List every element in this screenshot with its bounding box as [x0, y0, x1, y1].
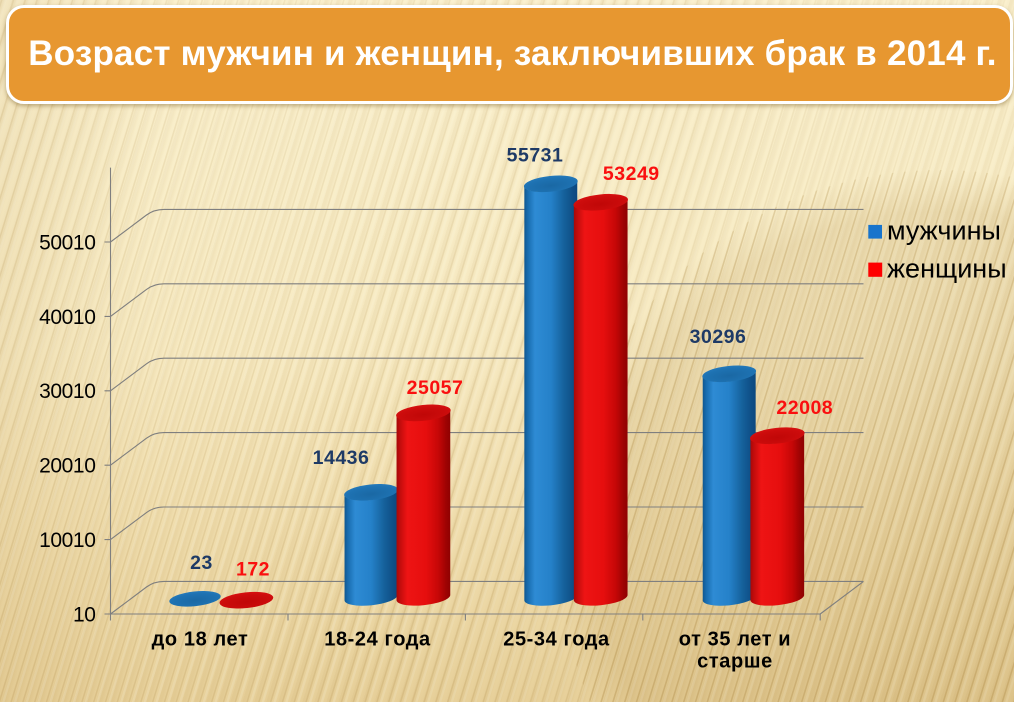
- svg-text:женщины: женщины: [887, 253, 1007, 283]
- svg-text:от 35 лет и: от 35 лет и: [679, 629, 791, 651]
- svg-text:10: 10: [73, 603, 96, 626]
- svg-text:старше: старше: [697, 651, 773, 673]
- svg-text:23: 23: [190, 552, 213, 574]
- svg-text:10010: 10010: [39, 529, 95, 552]
- svg-text:25-34 года: 25-34 года: [503, 629, 610, 651]
- svg-text:53249: 53249: [603, 163, 660, 185]
- svg-text:до 18 лет: до 18 лет: [152, 629, 249, 651]
- svg-text:14436: 14436: [313, 447, 370, 469]
- svg-text:40010: 40010: [39, 306, 95, 329]
- svg-text:22008: 22008: [776, 397, 833, 419]
- svg-text:30010: 30010: [39, 380, 95, 403]
- svg-text:172: 172: [236, 558, 270, 580]
- svg-text:55731: 55731: [507, 145, 564, 167]
- svg-text:30296: 30296: [690, 326, 747, 348]
- svg-text:мужчины: мужчины: [887, 216, 1001, 246]
- svg-text:20010: 20010: [39, 455, 95, 478]
- svg-text:50010: 50010: [39, 231, 95, 254]
- svg-text:25057: 25057: [407, 377, 464, 399]
- svg-text:18-24 года: 18-24 года: [324, 629, 431, 651]
